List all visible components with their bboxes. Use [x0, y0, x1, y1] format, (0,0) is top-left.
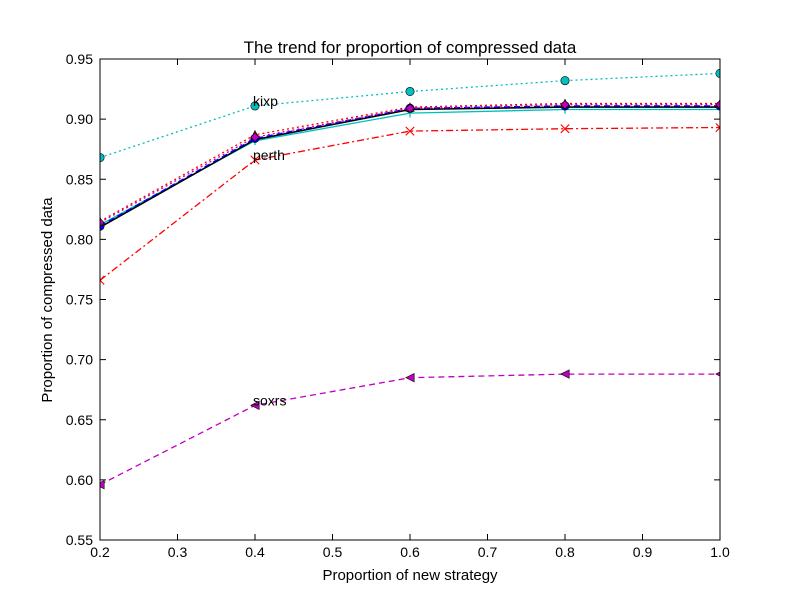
plot-area — [100, 68, 720, 490]
data-point — [715, 122, 720, 133]
series-3 — [100, 369, 720, 490]
x-tick-label: 0.2 — [90, 544, 110, 560]
data-point — [100, 479, 105, 490]
annotations: kixp perth soxrs — [253, 93, 286, 408]
point-marker — [715, 122, 720, 133]
data-point — [100, 275, 105, 285]
data-point — [560, 124, 570, 134]
point-marker — [405, 103, 415, 113]
point-marker — [715, 371, 720, 377]
series-2 — [100, 122, 720, 285]
series-line — [100, 102, 720, 222]
y-tick-label: 0.95 — [66, 51, 93, 67]
series-line — [100, 72, 720, 159]
y-tick-label: 0.80 — [66, 231, 93, 247]
data-point — [715, 100, 720, 110]
point-marker — [250, 400, 260, 411]
chart-title: The trend for proportion of compressed d… — [244, 38, 577, 57]
point-marker — [250, 155, 260, 165]
data-point — [405, 372, 415, 383]
point-marker — [405, 86, 415, 96]
series-line — [100, 126, 720, 281]
series-1 — [100, 68, 720, 163]
data-point — [715, 371, 720, 377]
data-point — [100, 217, 105, 228]
data-point — [405, 103, 415, 113]
x-tick-label: 0.7 — [478, 544, 498, 560]
x-tick-label: 0.3 — [168, 544, 188, 560]
data-point — [250, 132, 260, 142]
annotation-label: soxrs — [253, 392, 286, 408]
point-marker — [715, 100, 720, 110]
x-tick-label: 0.8 — [555, 544, 575, 560]
point-marker — [250, 132, 260, 142]
data-point — [405, 86, 415, 96]
data-point — [560, 76, 570, 86]
y-tick-label: 0.65 — [66, 412, 93, 428]
point-marker — [250, 101, 260, 111]
x-tick-label: 0.6 — [400, 544, 420, 560]
data-point — [250, 155, 260, 165]
y-axis-ticks: 0.55 0.60 0.65 0.70 0.75 0.80 0.85 0.90 0.95 — [66, 51, 720, 548]
point-marker — [100, 217, 105, 228]
series-8 — [100, 100, 720, 228]
series-line — [100, 104, 720, 224]
annotation-label: kixp — [253, 93, 278, 109]
point-marker — [560, 124, 570, 134]
point-marker — [405, 372, 415, 383]
y-tick-label: 0.55 — [66, 532, 93, 548]
data-point — [250, 101, 260, 111]
y-tick-label: 0.75 — [66, 292, 93, 308]
data-point — [560, 100, 570, 110]
annotation-label: perth — [253, 147, 285, 163]
point-marker — [560, 369, 570, 379]
y-axis-label: Proportion of compressed data — [39, 197, 56, 403]
x-axis-ticks: 0.2 0.3 0.4 0.5 0.6 0.7 0.8 0.9 1.0 — [90, 59, 730, 560]
point-marker — [100, 479, 105, 490]
x-axis-label: Proportion of new strategy — [322, 567, 498, 584]
x-tick-label: 1.0 — [710, 544, 730, 560]
x-tick-label: 0.9 — [633, 544, 653, 560]
x-tick-label: 0.5 — [323, 544, 343, 560]
point-marker — [560, 76, 570, 86]
y-tick-label: 0.90 — [66, 111, 93, 127]
point-marker — [100, 275, 105, 285]
point-marker — [405, 126, 415, 136]
x-tick-label: 0.4 — [245, 544, 265, 560]
y-tick-label: 0.60 — [66, 472, 93, 488]
data-point — [560, 369, 570, 379]
y-tick-label: 0.85 — [66, 171, 93, 187]
data-point — [405, 126, 415, 136]
y-tick-label: 0.70 — [66, 352, 93, 368]
data-point — [250, 400, 260, 411]
point-marker — [560, 100, 570, 110]
